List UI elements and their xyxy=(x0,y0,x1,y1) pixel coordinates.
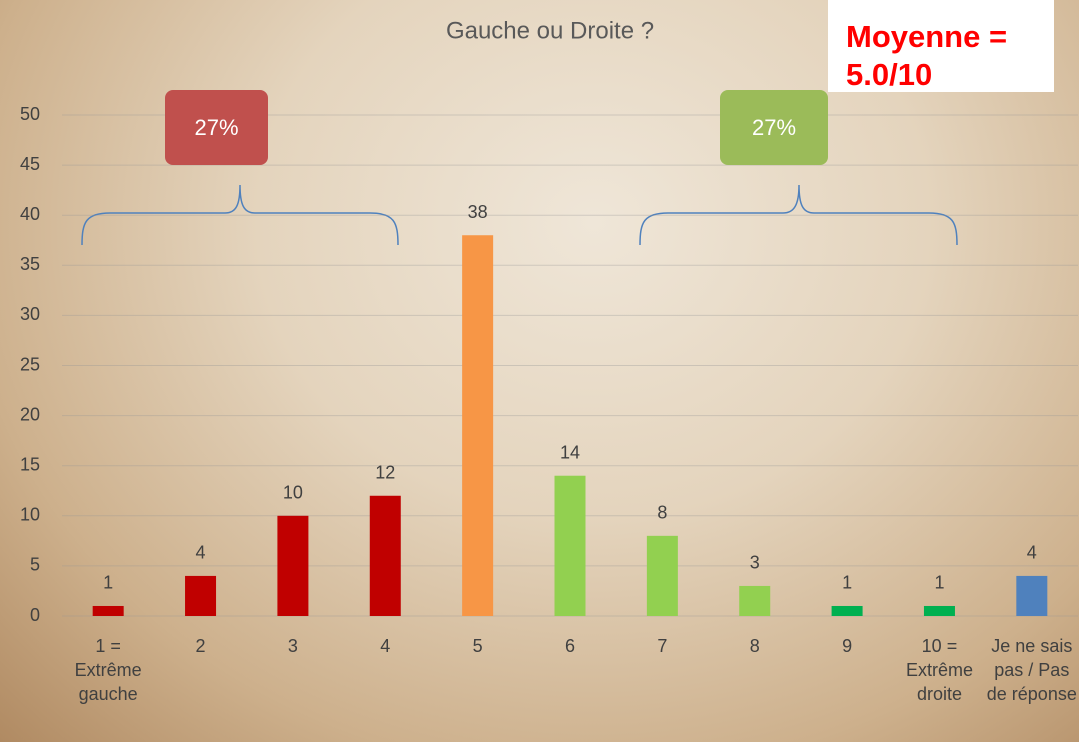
x-tick-label: 10 = Extrême droite xyxy=(893,634,985,706)
bar xyxy=(370,496,401,616)
x-tick-label: 1 = Extrême gauche xyxy=(62,634,154,706)
bar xyxy=(647,536,678,616)
bar xyxy=(277,516,308,616)
annotation-box: 27% xyxy=(165,90,268,165)
bar xyxy=(93,606,124,616)
annotation-box: 27% xyxy=(720,90,828,165)
data-label: 14 xyxy=(560,442,580,462)
bar xyxy=(462,235,493,616)
y-tick-label: 35 xyxy=(20,254,40,274)
y-tick-label: 5 xyxy=(30,555,40,575)
x-tick-label: 3 xyxy=(247,634,339,658)
y-tick-label: 50 xyxy=(20,104,40,124)
data-label: 3 xyxy=(750,553,760,573)
data-label: 8 xyxy=(657,503,667,523)
data-label: 1 xyxy=(842,573,852,593)
chart: Gauche ou Droite ? 051015202530354045501… xyxy=(0,0,1079,742)
y-tick-label: 30 xyxy=(20,304,40,324)
y-tick-label: 45 xyxy=(20,154,40,174)
plot: Gauche ou Droite ? 051015202530354045501… xyxy=(0,0,1079,742)
data-label: 38 xyxy=(468,202,488,222)
x-tick-label: 5 xyxy=(432,634,524,658)
data-label: 12 xyxy=(375,463,395,483)
y-tick-label: 0 xyxy=(30,605,40,625)
bar xyxy=(739,586,770,616)
bar xyxy=(555,476,586,616)
x-tick-label: 8 xyxy=(709,634,801,658)
bar xyxy=(1016,576,1047,616)
data-label: 10 xyxy=(283,483,303,503)
y-tick-label: 25 xyxy=(20,354,40,374)
y-tick-label: 15 xyxy=(20,454,40,474)
data-label: 1 xyxy=(934,573,944,593)
y-tick-label: 20 xyxy=(20,404,40,424)
bar xyxy=(924,606,955,616)
chart-title: Gauche ou Droite ? xyxy=(446,17,654,44)
x-tick-label: Je ne sais pas / Pas de réponse xyxy=(986,634,1078,706)
data-label: 4 xyxy=(196,543,206,563)
y-tick-label: 10 xyxy=(20,505,40,525)
x-tick-label: 6 xyxy=(524,634,616,658)
x-tick-label: 2 xyxy=(155,634,247,658)
data-label: 1 xyxy=(103,573,113,593)
bar xyxy=(185,576,216,616)
y-tick-label: 40 xyxy=(20,204,40,224)
bar xyxy=(832,606,863,616)
x-tick-label: 4 xyxy=(339,634,431,658)
mean-note: Moyenne = 5.0/10 xyxy=(828,0,1054,92)
data-label: 4 xyxy=(1027,543,1037,563)
x-tick-label: 7 xyxy=(616,634,708,658)
x-tick-label: 9 xyxy=(801,634,893,658)
